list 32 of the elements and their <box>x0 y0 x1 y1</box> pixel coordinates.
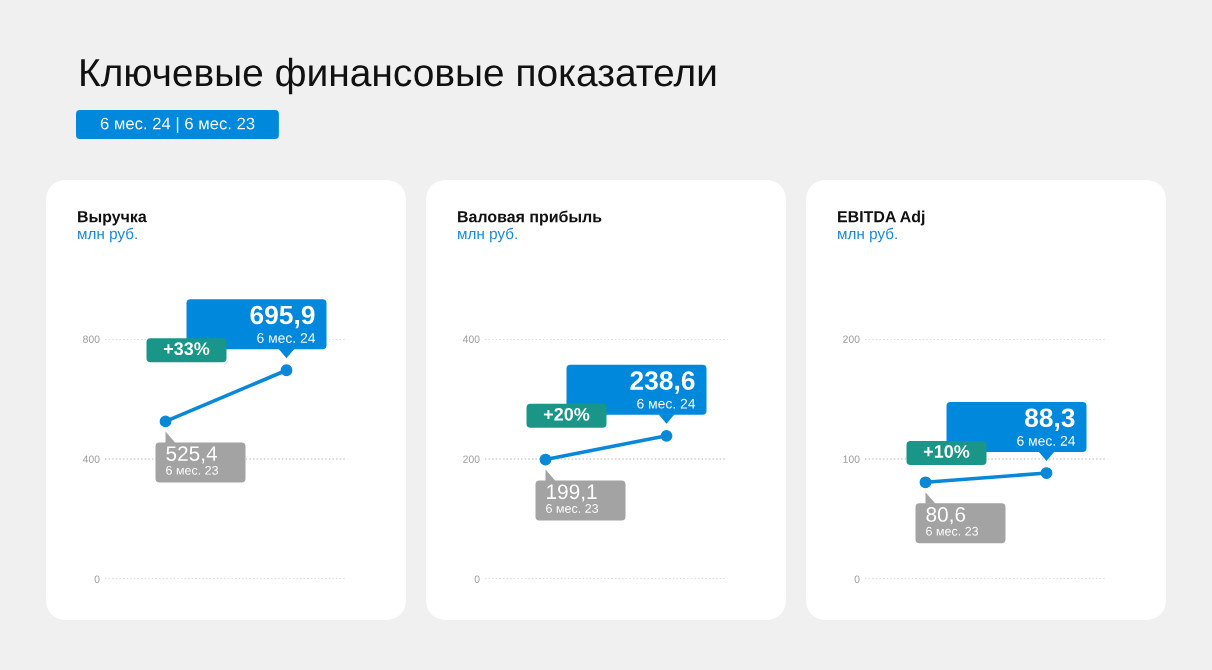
y-tick-label: 800 <box>83 335 100 343</box>
y-tick-label: 200 <box>463 455 480 463</box>
x-tick-label: 6 мес. 23 <box>926 526 979 536</box>
y-tick-label: 0 <box>94 575 100 583</box>
annotation: +10% <box>923 445 970 458</box>
data-label: 88,3 <box>1024 408 1075 431</box>
y-tick-label: 100 <box>843 455 860 463</box>
data-label: 525,4 <box>166 446 218 464</box>
data-label: 695,9 <box>250 305 315 329</box>
y-tick-label: 400 <box>82 455 100 463</box>
data-label: 238,6 <box>630 371 695 394</box>
chart-title: EBITDA Adj <box>838 210 925 226</box>
x-tick-label: 6 мес. 24 <box>257 333 316 343</box>
data-label: 199,1 <box>547 484 597 502</box>
x-tick-label: 6 мес. 23 <box>546 504 599 513</box>
x-tick-label: 6 мес. 24 <box>637 398 696 409</box>
y-tick-label: 200 <box>843 335 860 343</box>
data-label: 80,6 <box>926 507 966 525</box>
annotation: +20% <box>543 407 590 421</box>
x-tick-label: 6 мес. 24 <box>1017 435 1076 446</box>
annotation: +33% <box>163 342 210 356</box>
y-tick-label: 400 <box>462 335 480 343</box>
text: 6 мес. 24 | 6 мес. 23 <box>100 117 255 133</box>
chart-title: Выручка <box>78 211 147 226</box>
y-tick-label: 0 <box>854 575 860 583</box>
x-tick-label: 6 мес. 23 <box>166 465 219 475</box>
text: Ключевые финансовые показатели <box>81 57 716 95</box>
chart-subtitle: млн руб. <box>78 227 137 243</box>
y-tick-label: 0 <box>474 575 480 583</box>
chart-subtitle: млн руб. <box>458 227 517 243</box>
chart-subtitle: млн руб. <box>838 227 897 243</box>
chart-title: Валовая прибыль <box>458 210 602 226</box>
